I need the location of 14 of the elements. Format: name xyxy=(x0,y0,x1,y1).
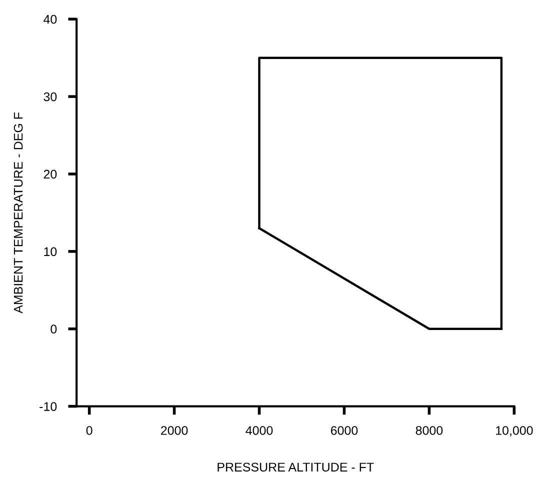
y-tick-label: 0 xyxy=(50,324,57,334)
y-axis-title: AMBIENT TEMPERATURE - DEG F xyxy=(14,112,23,314)
y-tick-label: 10 xyxy=(44,247,57,256)
x-tick-label: 10,000 xyxy=(496,426,533,436)
y-tick-label: 30 xyxy=(44,92,57,102)
x-tick-label: 4000 xyxy=(246,426,273,435)
x-tick-label: 6000 xyxy=(330,426,358,435)
x-tick-label: 0 xyxy=(86,426,92,435)
x-tick-label: 8000 xyxy=(416,426,443,435)
y-tick-label: 20 xyxy=(44,170,57,179)
x-tick-label: 2000 xyxy=(161,426,188,435)
x-axis-title: PRESSURE ALTITUDE - FT xyxy=(218,462,374,472)
y-tick-label: 40 xyxy=(44,14,57,24)
y-tick-label: -10 xyxy=(40,402,57,411)
